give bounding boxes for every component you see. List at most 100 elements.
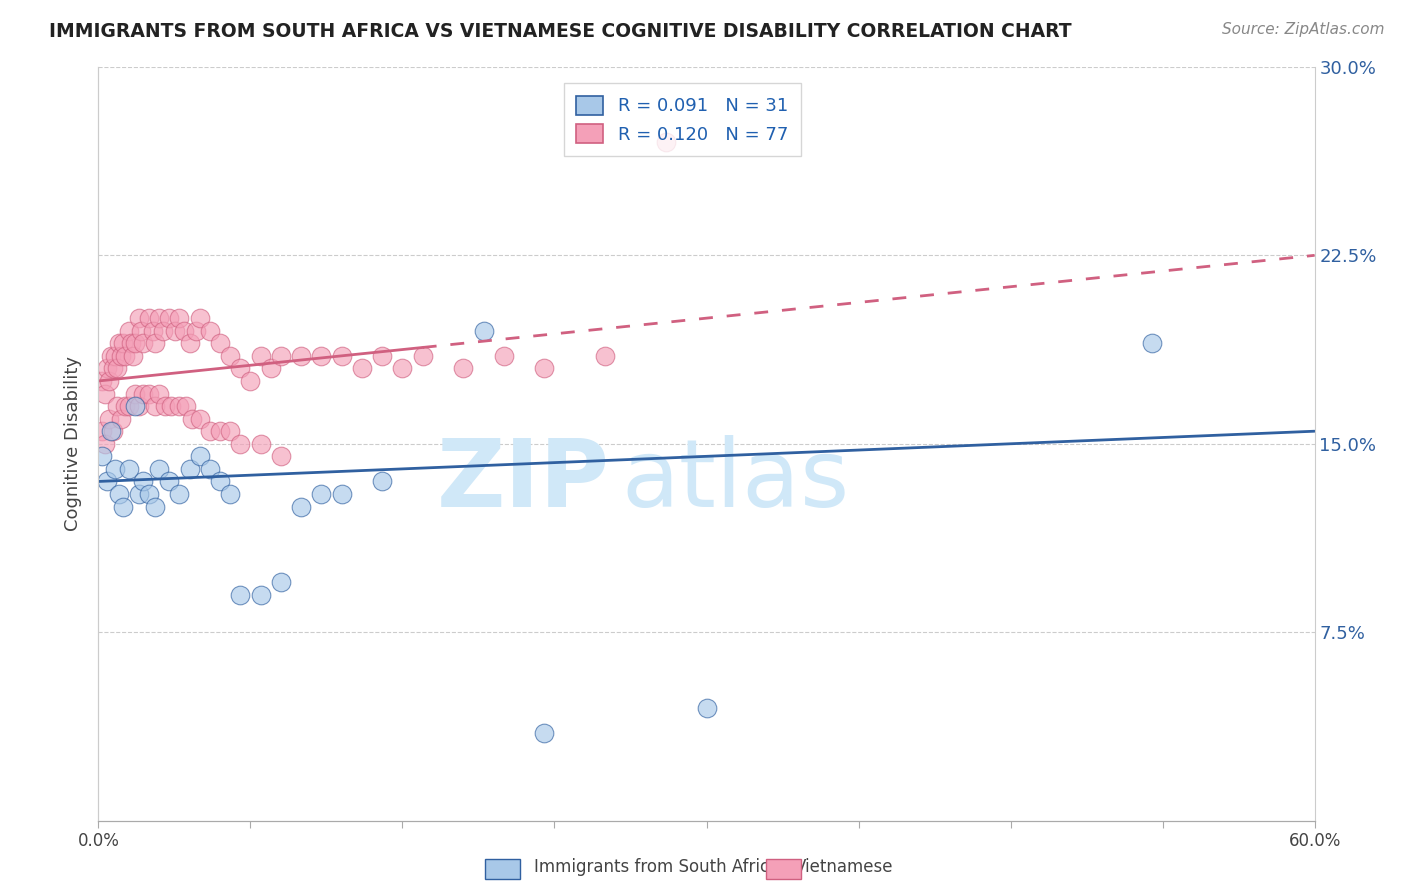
- Point: [184, 324, 207, 338]
- Point: [260, 361, 283, 376]
- Point: [138, 311, 160, 326]
- Point: [179, 462, 201, 476]
- Point: [350, 361, 373, 376]
- Point: [114, 349, 136, 363]
- Point: [148, 311, 170, 326]
- Y-axis label: Cognitive Disability: Cognitive Disability: [65, 356, 83, 532]
- Point: [533, 725, 555, 739]
- Point: [148, 462, 170, 476]
- Point: [209, 475, 232, 489]
- Point: [330, 487, 353, 501]
- Point: [330, 349, 353, 363]
- Point: [157, 311, 180, 326]
- Point: [124, 386, 146, 401]
- Point: [96, 361, 118, 376]
- Point: [290, 500, 312, 514]
- Point: [249, 437, 271, 451]
- Point: [169, 311, 191, 326]
- Point: [128, 311, 150, 326]
- Point: [128, 487, 150, 501]
- Point: [311, 487, 333, 501]
- Text: atlas: atlas: [621, 435, 849, 527]
- Point: [138, 487, 160, 501]
- Point: [97, 411, 120, 425]
- Point: [655, 135, 678, 149]
- Point: [155, 399, 177, 413]
- Point: [104, 462, 127, 476]
- Point: [105, 361, 128, 376]
- Point: [472, 324, 495, 338]
- Point: [157, 475, 180, 489]
- Point: [179, 336, 201, 351]
- Point: [91, 374, 114, 388]
- Point: [100, 349, 122, 363]
- Point: [93, 386, 115, 401]
- Point: [198, 324, 221, 338]
- Point: [105, 399, 128, 413]
- Point: [1142, 336, 1164, 351]
- Point: [100, 424, 122, 438]
- Point: [593, 349, 616, 363]
- Point: [180, 411, 202, 425]
- Text: ZIP: ZIP: [436, 435, 609, 527]
- Point: [114, 399, 136, 413]
- Legend: R = 0.091   N = 31, R = 0.120   N = 77: R = 0.091 N = 31, R = 0.120 N = 77: [564, 84, 801, 156]
- Point: [453, 361, 475, 376]
- Point: [270, 349, 292, 363]
- Point: [311, 349, 333, 363]
- Point: [101, 424, 124, 438]
- Point: [249, 588, 271, 602]
- Point: [219, 487, 242, 501]
- Point: [198, 424, 221, 438]
- Point: [120, 336, 142, 351]
- Point: [173, 324, 195, 338]
- Point: [169, 399, 191, 413]
- Point: [124, 336, 146, 351]
- Point: [209, 336, 232, 351]
- Point: [391, 361, 413, 376]
- Text: Immigrants from South Africa: Immigrants from South Africa: [534, 858, 779, 876]
- Point: [249, 349, 271, 363]
- Point: [188, 411, 211, 425]
- Point: [110, 349, 132, 363]
- Point: [533, 361, 555, 376]
- Text: Vietnamese: Vietnamese: [794, 858, 893, 876]
- Point: [143, 336, 166, 351]
- Point: [97, 374, 120, 388]
- Point: [270, 450, 292, 464]
- Point: [132, 475, 155, 489]
- Point: [143, 500, 166, 514]
- Point: [290, 349, 312, 363]
- Point: [169, 487, 191, 501]
- Point: [165, 324, 187, 338]
- Point: [492, 349, 515, 363]
- Point: [148, 386, 170, 401]
- Point: [122, 349, 145, 363]
- Point: [412, 349, 434, 363]
- Point: [118, 399, 141, 413]
- Point: [111, 336, 134, 351]
- Point: [91, 450, 114, 464]
- Point: [107, 336, 129, 351]
- Point: [160, 399, 183, 413]
- Point: [132, 386, 155, 401]
- Point: [174, 399, 197, 413]
- Point: [209, 424, 232, 438]
- Point: [219, 349, 242, 363]
- Point: [110, 411, 132, 425]
- Point: [118, 324, 141, 338]
- Point: [188, 311, 211, 326]
- Point: [371, 475, 394, 489]
- Point: [229, 588, 252, 602]
- Point: [111, 500, 134, 514]
- Point: [229, 437, 252, 451]
- Point: [142, 324, 165, 338]
- Point: [696, 700, 718, 714]
- Point: [107, 487, 129, 501]
- Point: [219, 424, 242, 438]
- Point: [124, 399, 146, 413]
- Point: [96, 475, 118, 489]
- Text: Source: ZipAtlas.com: Source: ZipAtlas.com: [1222, 22, 1385, 37]
- Point: [143, 399, 166, 413]
- Point: [128, 399, 150, 413]
